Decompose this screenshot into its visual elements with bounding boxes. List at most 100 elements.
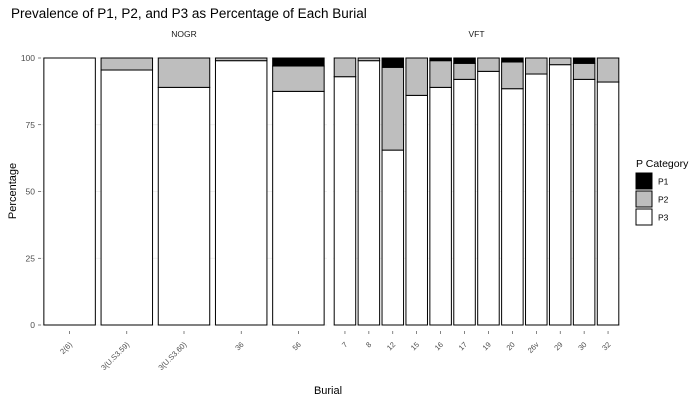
bar-segment-p2 bbox=[214, 57, 268, 62]
bar-segment-p2 bbox=[525, 57, 548, 75]
bar-segment-p1 bbox=[272, 57, 325, 67]
legend-title: P Category bbox=[636, 158, 689, 170]
x-axis-label: Burial bbox=[314, 385, 342, 397]
bar-segment-p2 bbox=[381, 66, 405, 151]
y-tick-label: 0 bbox=[30, 320, 35, 330]
y-axis-label: Percentage bbox=[7, 163, 19, 219]
bar-segment-p2 bbox=[157, 57, 211, 88]
bar-segment-p2 bbox=[100, 57, 154, 71]
bar-group-8 bbox=[357, 57, 381, 326]
bar-segment-p2 bbox=[501, 61, 524, 90]
bar-segment-p3 bbox=[548, 64, 572, 326]
y-tick-label: 25 bbox=[26, 253, 36, 263]
bar-group-19 bbox=[477, 57, 500, 326]
bar-group-56 bbox=[272, 57, 325, 326]
bar-segment-p3 bbox=[272, 90, 325, 326]
bar-segment-p3 bbox=[572, 78, 596, 326]
bar-segment-p3 bbox=[100, 69, 154, 326]
x-tick-label: 3(U.S3.59) bbox=[99, 340, 131, 372]
bar-segment-p1 bbox=[453, 57, 476, 64]
bar-segment-p3 bbox=[405, 94, 428, 326]
bar-group-12 bbox=[381, 57, 405, 326]
panel-strip-label: VFT bbox=[468, 29, 484, 39]
bar-segment-p3 bbox=[43, 57, 96, 326]
y-axis: 0 25 50 75 100 bbox=[21, 53, 41, 330]
bar-segment-p1 bbox=[501, 57, 524, 63]
x-tick-label: 56 bbox=[291, 340, 303, 352]
bar-group-29 bbox=[548, 57, 572, 326]
bar-segment-p2 bbox=[453, 62, 476, 80]
bar-group-26v bbox=[525, 57, 548, 326]
bar-segment-p2 bbox=[429, 60, 452, 88]
y-tick-label: 100 bbox=[21, 53, 35, 63]
legend-label: P2 bbox=[658, 195, 669, 205]
bar-group-3-u-s3-59 bbox=[100, 57, 154, 326]
bar-group-16 bbox=[429, 57, 452, 326]
bar-segment-p2 bbox=[333, 57, 357, 78]
legend-item-p3: P3 bbox=[635, 208, 669, 226]
x-tick-label: 3(U.S3.60) bbox=[156, 340, 188, 372]
legend-label: P3 bbox=[658, 213, 669, 223]
bar-segment-p3 bbox=[357, 60, 381, 326]
bar-segment-p3 bbox=[596, 81, 620, 326]
bar-segment-p3 bbox=[429, 86, 452, 326]
bar-segment-p3 bbox=[453, 78, 476, 326]
bar-segment-p1 bbox=[429, 57, 452, 62]
bar-segment-p2 bbox=[477, 57, 500, 72]
bar-segment-p2 bbox=[272, 65, 325, 92]
legend-key bbox=[635, 172, 653, 190]
bar-segment-p1 bbox=[572, 57, 596, 64]
y-tick-label: 50 bbox=[26, 187, 36, 197]
bar-segment-p3 bbox=[333, 76, 357, 326]
bar-segment-p3 bbox=[157, 86, 211, 326]
x-tick-label: 32 bbox=[600, 340, 612, 352]
x-tick-label: 26v bbox=[526, 340, 541, 355]
x-tick-label: 16 bbox=[433, 340, 445, 352]
panel-nogr: NOGR 2(6) 3(U.S3.59) 3(U.S3.60) 36 56 bbox=[41, 29, 327, 372]
x-tick-label: 12 bbox=[385, 340, 397, 352]
x-tick-label: 20 bbox=[505, 340, 517, 352]
x-tick-label: 29 bbox=[552, 340, 564, 352]
x-tick-label: 2(6) bbox=[58, 340, 74, 356]
bar-segment-p1 bbox=[381, 57, 405, 68]
bar-segment-p2 bbox=[405, 57, 428, 96]
panel-strip-label: NOGR bbox=[171, 29, 197, 39]
bar-group-20 bbox=[501, 57, 524, 326]
panels-layer: NOGR 2(6) 3(U.S3.59) 3(U.S3.60) 36 56 VFT 7 8 12 1… bbox=[41, 29, 620, 372]
x-tick-label: 19 bbox=[481, 340, 493, 352]
bar-group-30 bbox=[572, 57, 596, 326]
panel-background bbox=[333, 50, 620, 331]
x-tick-label: 8 bbox=[364, 340, 373, 349]
bar-group-3-u-s3-60 bbox=[157, 57, 211, 326]
legend-item-p1: P1 bbox=[635, 172, 669, 190]
legend-key bbox=[635, 190, 653, 208]
panel-vft: VFT 7 8 12 15 16 17 19 20 26v 29 30 32 bbox=[333, 29, 620, 355]
bar-group-15 bbox=[405, 57, 428, 326]
bar-segment-p2 bbox=[596, 57, 620, 83]
x-tick-label: 15 bbox=[409, 340, 421, 352]
x-tick-label: 36 bbox=[233, 340, 245, 352]
bar-segment-p3 bbox=[525, 73, 548, 326]
bar-segment-p3 bbox=[477, 70, 500, 326]
bar-segment-p3 bbox=[214, 60, 268, 326]
legend-key bbox=[635, 208, 653, 226]
bar-group-2-6 bbox=[43, 57, 96, 326]
x-tick-label: 7 bbox=[340, 340, 349, 349]
bar-segment-p3 bbox=[501, 88, 524, 326]
legend-item-p2: P2 bbox=[635, 190, 669, 208]
x-tick-label: 17 bbox=[457, 340, 469, 352]
bar-segment-p2 bbox=[548, 57, 572, 66]
x-tick-label: 30 bbox=[576, 340, 588, 352]
bar-group-7 bbox=[333, 57, 357, 326]
legend: P Category P1 P2 P3 bbox=[635, 158, 689, 226]
y-tick-label: 75 bbox=[26, 120, 36, 130]
bar-segment-p2 bbox=[357, 57, 381, 62]
bar-group-36 bbox=[214, 57, 268, 326]
legend-label: P1 bbox=[658, 177, 669, 187]
bar-group-32 bbox=[596, 57, 620, 326]
bar-group-17 bbox=[453, 57, 476, 326]
bar-segment-p2 bbox=[572, 62, 596, 80]
bar-segment-p3 bbox=[381, 149, 405, 326]
chart-title: Prevalence of P1, P2, and P3 as Percenta… bbox=[11, 6, 367, 21]
